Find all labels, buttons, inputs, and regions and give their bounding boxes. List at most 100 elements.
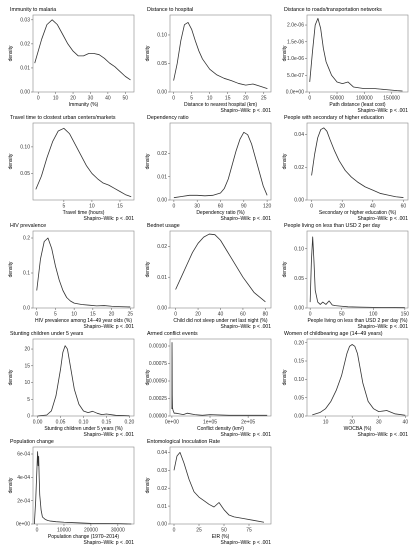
panel-title: Travel time to clostest urban centers/ma… (10, 115, 116, 121)
x-tick-label: 0.10 (79, 420, 89, 426)
y-tick-label: 0.01 (157, 275, 167, 281)
y-axis-label: density (8, 153, 14, 169)
x-tick-label: 0.15 (102, 420, 112, 426)
x-tick-label: 25 (127, 312, 133, 318)
shapiro-wilk-note: Shapiro–Wilk: p < .001 (84, 540, 135, 546)
y-tick-label: 5.0e-07 (287, 73, 304, 79)
x-tick-label: 1e+05 (203, 420, 217, 426)
y-axis-label: density (8, 477, 14, 493)
y-tick-label: 0.15 (294, 359, 304, 365)
x-tick-label: 0 (172, 96, 175, 102)
y-tick-label: 0.05 (294, 395, 304, 401)
y-tick-label: 0.01 (157, 174, 167, 180)
x-axis-label: Distance to nearest hospital (km) (184, 102, 257, 108)
panel-title: Immunity to malaria (10, 7, 56, 13)
y-axis-label: density (145, 369, 151, 385)
shapiro-wilk-note: Shapiro–Wilk: p < .001 (358, 324, 409, 330)
y-tick-label: 0e+00 (16, 522, 30, 528)
x-tick-label: 10 (89, 204, 95, 210)
density-curve (34, 19, 131, 81)
y-tick-label: 0.10 (294, 246, 304, 252)
x-tick-label: 40 (105, 96, 111, 102)
y-axis-label: density (8, 261, 14, 277)
density-curve (309, 17, 403, 92)
y-tick-label: 0.00 (294, 198, 304, 204)
x-axis-label: Immunity (%) (69, 102, 99, 108)
y-tick-label: 2.0e-06 (287, 23, 304, 29)
y-axis-label: density (145, 45, 151, 61)
x-tick-label: 0 (172, 204, 175, 210)
x-tick-label: 10 (323, 420, 329, 426)
x-tick-label: 0 (37, 96, 40, 102)
y-tick-label: 0.00100 (149, 344, 167, 350)
x-tick-label: 60 (240, 312, 246, 318)
x-tick-label: 10000 (57, 528, 71, 534)
y-axis-label: density (8, 369, 14, 385)
y-axis-label: density (282, 261, 288, 277)
plot-frame (306, 230, 409, 309)
density-panel: Travel time to clostest urban centers/ma… (8, 115, 135, 222)
y-tick-label: 0.02 (294, 165, 304, 171)
y-axis-label: density (145, 261, 151, 277)
x-tick-label: 30000 (111, 528, 125, 534)
y-tick-label: 0.02 (20, 42, 30, 48)
x-axis-label: Child did not sleep under net last night… (173, 318, 268, 324)
density-curve (173, 131, 268, 199)
shapiro-wilk-note: Shapiro–Wilk: p < .001 (221, 540, 272, 546)
x-tick-label: 20 (349, 420, 355, 426)
x-tick-label: 0 (36, 528, 39, 534)
x-tick-label: 120 (263, 204, 272, 210)
x-axis-label: HIV prevalence among 14–49 year olds (%) (35, 318, 132, 324)
y-tick-label: 0.00075 (149, 361, 167, 367)
density-curve (35, 127, 132, 198)
y-tick-label: 0.01 (20, 66, 30, 72)
plot-frame (32, 338, 135, 417)
x-tick-label: 15 (117, 204, 123, 210)
plot-frame (306, 14, 409, 93)
plot-frame (32, 446, 135, 525)
shapiro-wilk-note: Shapiro–Wilk: p < .001 (84, 324, 135, 330)
density-panel: Dependency ratio 0 30 60 90 120 0.00 0.01 0.02 de… (145, 115, 272, 222)
plot-frame (32, 14, 135, 93)
x-tick-label: 30 (194, 204, 200, 210)
y-tick-label: 10 (24, 380, 30, 386)
x-tick-label: 0.20 (125, 420, 135, 426)
y-tick-label: 0.05 (20, 171, 30, 177)
x-axis-label: Stunting children under 5 years (%) (44, 426, 123, 432)
y-tick-label: 4e-04 (17, 475, 30, 481)
x-tick-label: 10 (207, 96, 213, 102)
x-tick-label: 25 (261, 96, 267, 102)
panel-title: People living on less than USD 2 per day (284, 223, 381, 229)
x-tick-label: 20000 (84, 528, 98, 534)
y-tick-label: 0.00 (157, 90, 167, 96)
density-panel: HIV prevalence 0 5 10 15 20 25 0.0 0.1 0.2 density… (8, 223, 135, 330)
x-tick-label: 50 (339, 312, 345, 318)
shapiro-wilk-note: Shapiro–Wilk: p < .001 (221, 324, 272, 330)
x-tick-label: 0 (308, 96, 311, 102)
x-axis-label: Travel time (hours) (63, 210, 105, 216)
y-tick-label: 0.00 (294, 306, 304, 312)
panel-title: HIV prevalence (10, 223, 46, 229)
density-panel: Distance to roads/transportation network… (282, 7, 409, 114)
x-tick-label: 0.05 (56, 420, 66, 426)
density-curve (33, 451, 132, 525)
y-tick-label: 1.0e-06 (287, 56, 304, 62)
panel-title: Stunting children under 5 years (10, 331, 84, 337)
x-tick-label: 150000 (383, 96, 400, 102)
x-axis-label: EIR (%) (212, 534, 230, 540)
plot-frame (32, 122, 135, 201)
density-panel: Distance to hospital 0 5 10 15 20 25 0.00 0.05 0.… (145, 7, 272, 114)
panel-title: Women of childbearing age (14–49 years) (284, 331, 383, 337)
x-axis-label: People living on less than USD 2 per day… (307, 318, 407, 324)
x-tick-label: 0 (310, 204, 313, 210)
y-tick-label: 5 (27, 397, 30, 403)
y-tick-label: 0.0 (23, 306, 30, 312)
y-tick-label: 0.10 (20, 145, 30, 151)
y-axis-label: density (282, 45, 288, 61)
y-axis-label: density (282, 153, 288, 169)
y-tick-label: 0.00 (157, 198, 167, 204)
density-curve (171, 342, 268, 416)
plot-frame (306, 338, 409, 417)
x-tick-label: 10 (71, 312, 77, 318)
density-panel: People with secondary of higher educatio… (282, 115, 409, 222)
